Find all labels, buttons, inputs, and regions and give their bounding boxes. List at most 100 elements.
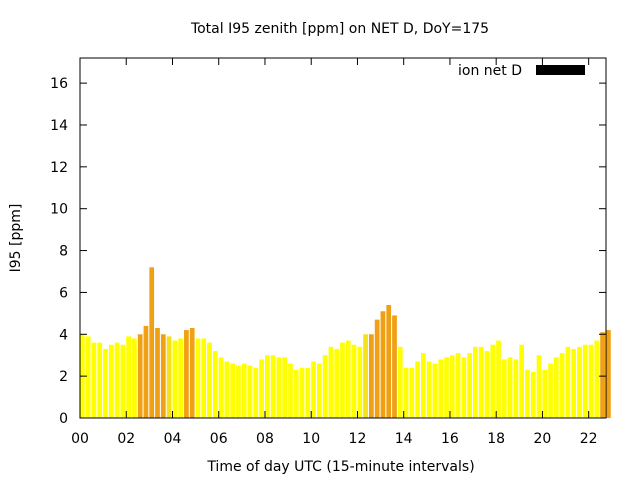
bar <box>426 361 432 418</box>
bar <box>259 359 264 418</box>
bar <box>172 340 178 418</box>
bar <box>403 367 409 418</box>
bar <box>392 315 397 418</box>
bar <box>501 359 507 418</box>
bar <box>409 367 415 418</box>
bar <box>178 338 183 418</box>
y-tick-label: 8 <box>59 244 68 260</box>
x-tick-label: 16 <box>441 431 459 447</box>
bar <box>461 357 467 418</box>
bar <box>253 367 259 418</box>
bar <box>132 338 137 418</box>
bar <box>166 336 172 418</box>
bar <box>363 334 368 418</box>
bar <box>369 334 374 418</box>
bar <box>293 369 299 418</box>
bar <box>137 334 143 418</box>
bar <box>160 334 166 418</box>
bar <box>276 357 282 418</box>
bar <box>600 332 605 418</box>
bar <box>103 348 108 418</box>
x-tick-label: 08 <box>256 431 274 447</box>
x-tick-label: 18 <box>487 431 505 447</box>
bar <box>536 355 542 418</box>
bar <box>582 344 588 418</box>
legend-label: ion net D <box>458 63 522 79</box>
bar <box>594 340 600 418</box>
bar <box>334 348 340 418</box>
x-tick-label: 20 <box>534 431 552 447</box>
bar <box>120 344 126 418</box>
bar <box>184 330 189 418</box>
bar <box>542 369 548 418</box>
bar <box>282 357 288 418</box>
bar <box>530 371 536 418</box>
bar <box>449 355 455 418</box>
bar <box>513 359 519 418</box>
x-tick-label: 00 <box>71 431 89 447</box>
bar <box>241 363 247 418</box>
bar <box>571 348 577 418</box>
bar <box>299 367 305 418</box>
bar <box>224 361 230 418</box>
bar <box>212 351 218 418</box>
bar <box>236 365 241 418</box>
bar <box>588 344 594 418</box>
bar <box>478 346 484 418</box>
bar <box>559 353 565 418</box>
bar <box>264 355 270 418</box>
bar <box>386 304 392 418</box>
bar <box>108 344 114 418</box>
bar <box>421 353 426 418</box>
x-tick-label: 12 <box>349 431 367 447</box>
x-tick-label: 06 <box>210 431 228 447</box>
y-axis-label: I95 [ppm] <box>8 204 24 273</box>
bar <box>328 346 334 418</box>
bar <box>519 344 525 418</box>
bar <box>305 367 311 418</box>
bar <box>247 365 253 418</box>
bar <box>345 340 351 418</box>
bar <box>97 342 103 418</box>
bar <box>311 361 316 418</box>
x-tick-label: 14 <box>395 431 413 447</box>
y-tick-label: 4 <box>59 327 68 343</box>
bar-series <box>80 267 611 418</box>
bar <box>288 363 293 418</box>
y-tick-label: 10 <box>50 202 68 218</box>
bar <box>207 342 212 418</box>
x-tick-label: 22 <box>580 431 598 447</box>
bar <box>270 355 276 418</box>
bar <box>201 338 207 418</box>
bar <box>415 361 420 418</box>
y-tick-label: 0 <box>59 411 68 427</box>
bar <box>316 363 322 418</box>
bar <box>374 319 380 418</box>
x-tick-label: 02 <box>117 431 135 447</box>
bar <box>496 340 501 418</box>
x-tick-label: 10 <box>302 431 320 447</box>
bar <box>126 336 131 418</box>
bar <box>143 325 149 418</box>
bar <box>473 346 478 418</box>
bar <box>490 344 496 418</box>
y-tick-label: 16 <box>50 76 68 92</box>
y-tick-label: 2 <box>59 369 68 385</box>
bar <box>189 328 195 418</box>
bar <box>606 330 611 418</box>
bar <box>397 346 403 418</box>
y-tick-label: 6 <box>59 285 68 301</box>
bar <box>230 363 236 418</box>
bar <box>438 359 444 418</box>
bar <box>444 357 449 418</box>
bar <box>577 346 582 418</box>
bar <box>525 369 530 418</box>
bar <box>553 357 559 418</box>
plot-frame <box>79 57 607 419</box>
bar <box>195 338 201 418</box>
y-tick-label: 12 <box>50 160 68 176</box>
x-tick-label: 04 <box>164 431 182 447</box>
chart-title: Total I95 zenith [ppm] on NET D, DoY=175 <box>190 21 489 37</box>
bar <box>322 355 328 418</box>
